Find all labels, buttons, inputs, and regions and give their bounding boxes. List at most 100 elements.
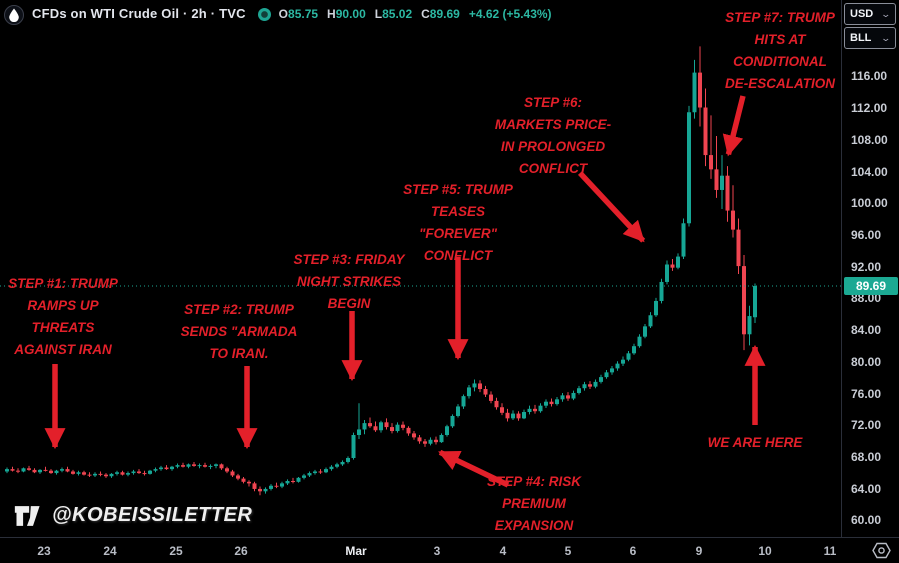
watermark: @KOBEISSILETTER (12, 504, 252, 527)
candle-body (131, 471, 136, 474)
candle-body (274, 485, 279, 487)
unit-select[interactable]: BLL ⌄ (844, 27, 896, 49)
last-price-badge: 89.69 (844, 277, 898, 295)
candle-body (626, 353, 631, 360)
candle-body (296, 477, 301, 482)
candle-body (285, 480, 290, 484)
candle-body (472, 383, 477, 388)
candle-body (665, 264, 669, 282)
watermark-handle: @KOBEISSILETTER (52, 504, 253, 526)
candle-body (533, 408, 537, 412)
candle-body (445, 426, 449, 436)
candle-body (258, 488, 262, 492)
candle-body (632, 346, 636, 354)
candle-body (93, 473, 97, 476)
time-tick-label: 24 (103, 544, 117, 558)
candle-body (610, 368, 614, 373)
price-tick-label: 72.00 (851, 418, 882, 433)
candle-body (27, 468, 31, 470)
price-axis[interactable]: 89.69 116.00 112.00 108.00 104.00 100.00 96.0… (841, 0, 899, 537)
candle-body (219, 464, 224, 469)
candle-body (703, 107, 708, 156)
candle-body (670, 264, 675, 268)
annotation-step-5: STEP #5: TRUMP TEASES "FOREVER" CONFLICT (403, 182, 513, 263)
candle-body (329, 466, 334, 470)
candle-body (687, 112, 691, 224)
candle-body (588, 384, 592, 387)
candle-body (170, 466, 174, 470)
price-tick-label: 64.00 (851, 481, 882, 496)
candle-body (43, 469, 48, 471)
candle-body (417, 437, 422, 442)
candle-body (197, 465, 202, 467)
time-tick-label: 5 (564, 544, 572, 558)
candle-body (263, 488, 268, 492)
candle-body (60, 469, 64, 471)
annotation-step-6: STEP #6: MARKETS PRICE- IN PROLONGED CONFLI… (494, 95, 612, 176)
candle-body (395, 424, 400, 432)
candle-body (390, 427, 394, 432)
candle-body (731, 210, 735, 230)
candle-body (544, 401, 548, 406)
candle-body (115, 472, 119, 474)
ohlc-segment: O85.75 (278, 7, 319, 21)
candle-body (467, 387, 471, 397)
settings-icon[interactable] (872, 542, 891, 563)
candle-body (247, 481, 251, 484)
candle-body (709, 155, 713, 170)
candle-body (637, 336, 642, 347)
annotation-step-3: STEP #3: FRIDAY NIGHT STRIKES BEGIN (293, 252, 405, 311)
candle-body (137, 471, 141, 474)
candle-body (192, 464, 196, 466)
candle-body (725, 175, 730, 211)
candle-body (54, 470, 59, 474)
unit-select-value: BLL (850, 32, 872, 44)
candle-body (434, 439, 438, 443)
candle-body (87, 474, 92, 476)
candle-body (489, 394, 493, 401)
price-tick-label: 108.00 (851, 132, 888, 147)
symbol-title: CFDs on WTI Crude Oil · 2h · TVC (32, 5, 246, 21)
candle-body (621, 359, 625, 364)
market-status-dot (257, 7, 271, 21)
candle-body (324, 469, 328, 473)
candle-body (736, 229, 741, 267)
candle-body (599, 377, 603, 382)
candle-body (401, 424, 405, 428)
candle-body (423, 441, 427, 444)
candle-body (643, 326, 647, 337)
candle-body (335, 464, 339, 467)
candle-body (153, 469, 158, 471)
price-tick-label: 100.00 (851, 196, 888, 211)
candle-body (126, 473, 130, 475)
ohlc-segment: H90.00 (327, 7, 366, 21)
candle-body (252, 483, 257, 489)
candle-body (500, 407, 504, 413)
candle-body (439, 435, 444, 443)
price-tick-label: 96.00 (851, 227, 882, 242)
time-axis[interactable]: 23 24 25 26 Mar 3 4 5 6 9 10 11 (0, 537, 899, 563)
currency-select[interactable]: USD ⌄ (844, 3, 896, 25)
candle-body (280, 483, 284, 487)
candle-body (236, 475, 240, 479)
price-tick-label: 92.00 (851, 259, 882, 274)
candle-body (181, 465, 185, 467)
candle-body (142, 473, 147, 475)
candle-body (16, 470, 20, 472)
candlestick-chart[interactable] (0, 0, 841, 537)
time-tick-label: 25 (169, 544, 183, 558)
candle-body (164, 467, 169, 470)
price-tick-label: 84.00 (851, 323, 882, 338)
candle-body (428, 439, 433, 444)
candle-body (505, 412, 510, 419)
candle-body (225, 468, 229, 472)
symbol-header: CFDs on WTI Crude Oil · 2h · TVC O85.75 H… (0, 0, 552, 26)
candle-body (357, 429, 361, 436)
annotation-step-7: STEP #7: TRUMP HITS AT CONDITIONAL DE-ESCAL… (725, 10, 835, 91)
candle-body (742, 266, 746, 335)
ohlc-segment: L85.02 (374, 7, 413, 21)
candle-body (21, 468, 26, 472)
oil-drop-icon (4, 4, 24, 25)
candle-body (98, 473, 103, 475)
